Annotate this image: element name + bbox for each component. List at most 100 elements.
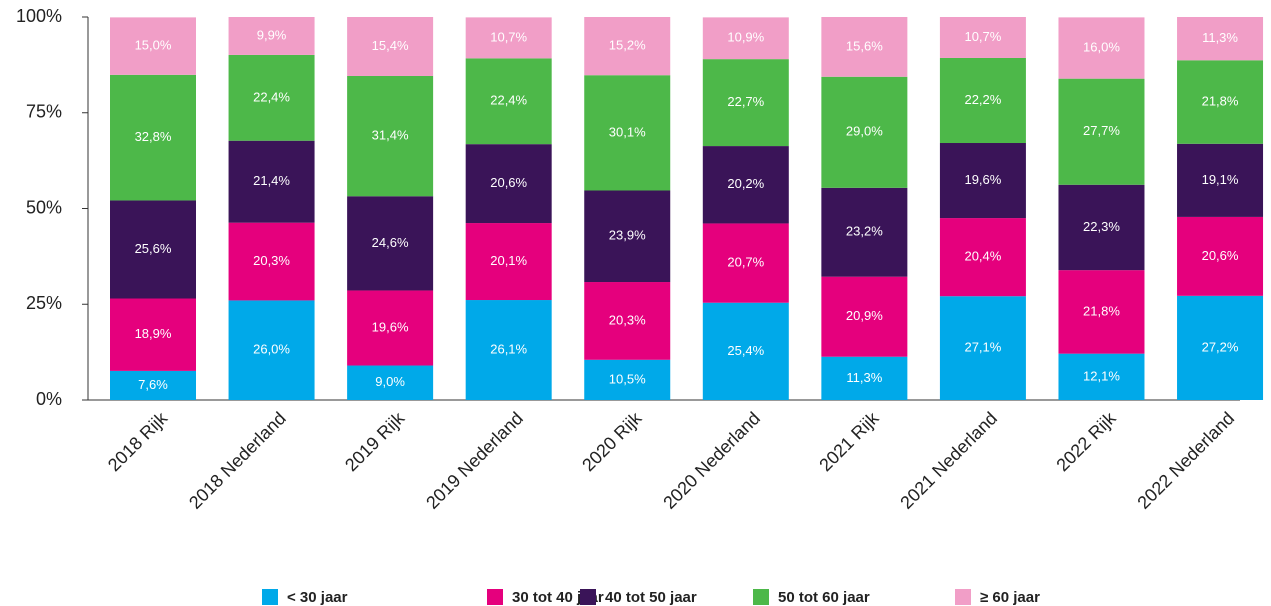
bar-segment [110,298,196,371]
data-label: 15,0% [135,38,172,53]
bar-segment [821,17,908,77]
data-label: 21,8% [1083,303,1120,318]
data-label: 10,7% [490,29,527,44]
bar-segment [821,276,908,357]
bar-segment [465,144,552,224]
bar-segment [702,59,789,147]
data-label: 30,1% [609,124,646,139]
data-label: 25,6% [135,241,172,256]
bar-segment [821,76,908,188]
bar-segment [584,282,671,360]
bar-segment [702,146,789,224]
bar-segment [1058,184,1145,271]
bar-segment [110,17,196,75]
bar-segment [110,74,196,201]
bar-segment [584,190,671,283]
legend-label: ≥ 60 jaar [980,589,1040,606]
bar-segment [1177,143,1264,217]
x-tick-label: 2020 Rijk [578,407,646,475]
x-tick-label: 2020 Nederland [659,408,764,513]
bar-segment [228,17,315,55]
data-label: 20,6% [490,175,527,190]
data-label: 15,4% [372,38,409,53]
data-label: 26,1% [490,341,527,356]
x-tick-label: 2018 Rijk [104,407,172,475]
data-label: 24,6% [372,235,409,250]
data-label: 20,4% [964,249,1001,264]
bar-segment [1058,353,1145,400]
data-label: 18,9% [135,326,172,341]
x-tick-label: 2021 Nederland [896,408,1001,513]
data-label: 29,0% [846,124,883,139]
bar-segment [821,187,908,277]
bar-segment [1177,216,1264,296]
legend-swatch [580,589,596,605]
bar-segment [228,300,315,400]
data-label: 20,6% [1202,248,1239,263]
bar-segment [821,356,908,400]
bar-segment [465,300,552,400]
data-label: 27,1% [964,340,1001,355]
x-tick-label: 2019 Nederland [422,408,527,513]
data-label: 20,3% [253,253,290,268]
data-label: 22,2% [964,92,1001,107]
bar-segment [939,57,1026,144]
data-label: 32,8% [135,129,172,144]
bar-segment [228,222,315,301]
bar-segment [1177,295,1264,400]
data-label: 20,1% [490,253,527,268]
y-tick-label: 75% [26,102,62,122]
data-label: 21,4% [253,173,290,188]
data-label: 11,3% [1202,30,1238,45]
data-label: 15,2% [609,38,646,53]
data-label: 10,7% [964,29,1001,44]
bar-segment [228,54,315,141]
bar-segment [1058,78,1145,185]
data-label: 21,8% [1202,93,1239,108]
x-tick-label: 2018 Nederland [185,408,290,513]
data-label: 10,9% [727,30,764,45]
data-label: 25,4% [727,343,764,358]
data-label: 19,6% [964,172,1001,187]
data-label: 22,3% [1083,219,1120,234]
bar-segment [347,290,434,366]
data-label: 27,2% [1202,339,1239,354]
y-tick-label: 0% [36,389,62,409]
data-label: 23,9% [609,228,646,243]
legend-swatch [955,589,971,605]
data-label: 15,6% [846,38,883,53]
data-label: 10,5% [609,371,646,386]
bar-segment [465,223,552,301]
bar-segment [702,17,789,60]
x-tick-label: 2019 Rijk [341,407,409,475]
data-label: 9,0% [375,374,405,389]
bar-segment [347,17,434,76]
y-tick-label: 100% [16,6,62,26]
bar-segment [110,370,196,400]
bar-segment [465,58,552,145]
bar-segment [110,200,196,299]
bar-segment [1058,17,1145,79]
data-label: 20,3% [609,312,646,327]
data-label: 26,0% [253,342,290,357]
legend-swatch [753,589,769,605]
bar-segment [584,17,671,76]
data-label: 7,6% [138,377,168,392]
bar-segment [465,17,552,59]
data-label: 11,3% [846,370,882,385]
bar-segment [939,296,1026,400]
legend-label: 40 tot 50 jaar [605,589,697,606]
bar-segment [347,196,434,291]
bar-segment [702,302,789,400]
data-label: 22,7% [727,94,764,109]
data-label: 20,2% [727,176,764,191]
legend-swatch [262,589,278,605]
bar-segment [939,17,1026,58]
data-label: 20,7% [727,255,764,270]
data-label: 12,1% [1083,368,1120,383]
x-tick-label: 2022 Nederland [1133,408,1238,513]
bar-segment [584,75,671,191]
bar-segment [347,75,434,197]
x-tick-label: 2022 Rijk [1052,407,1120,475]
